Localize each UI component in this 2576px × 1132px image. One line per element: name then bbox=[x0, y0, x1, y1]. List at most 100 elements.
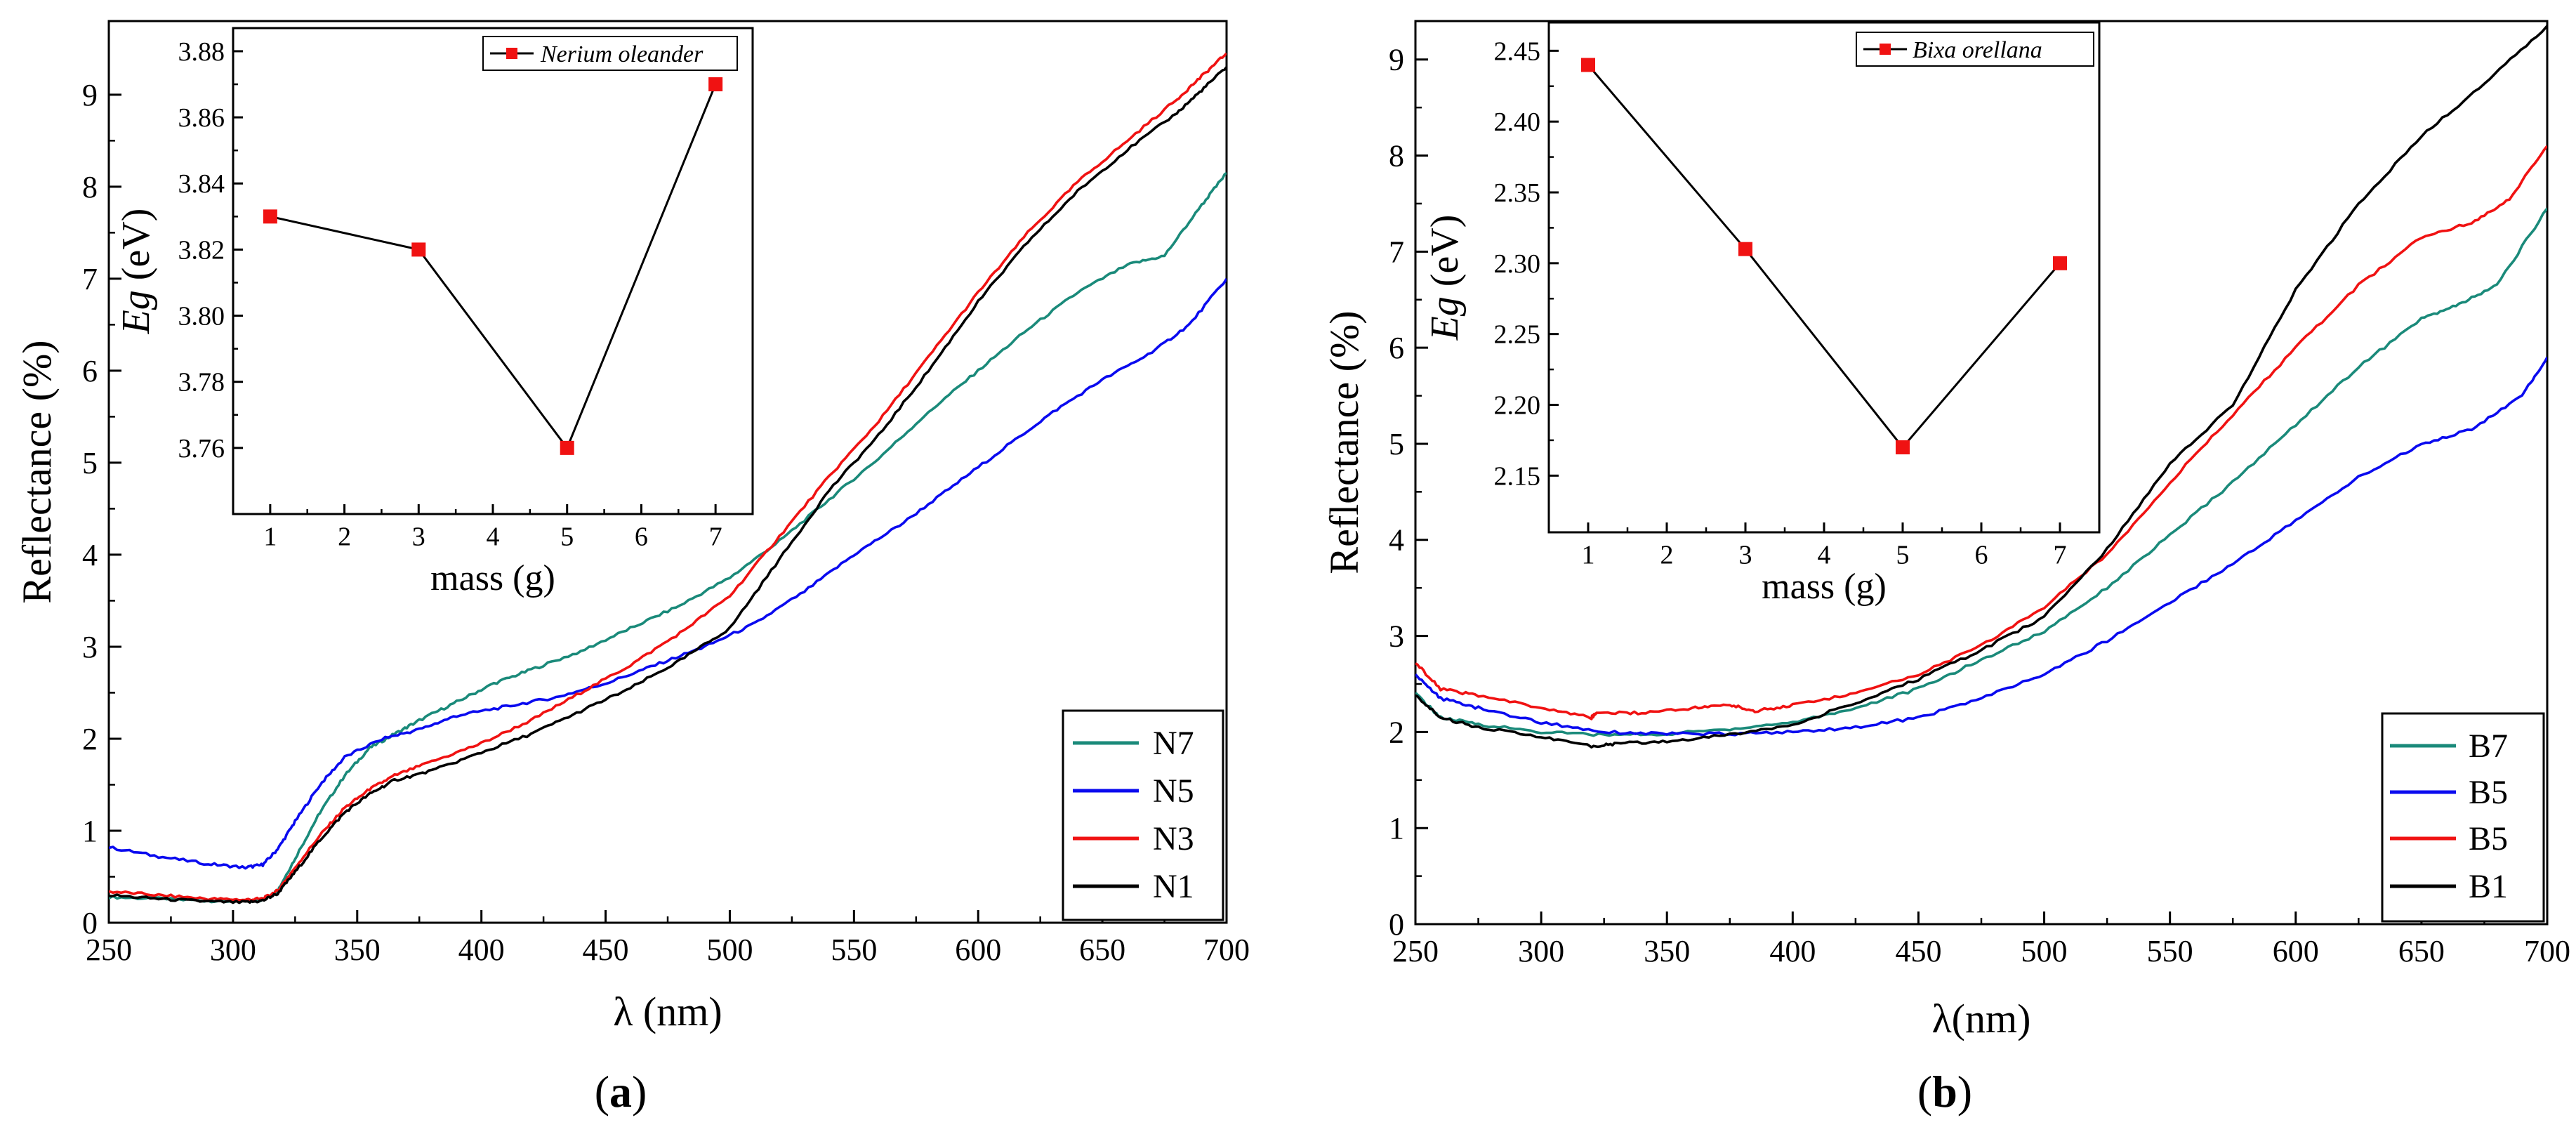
y-tick-label: 6 bbox=[82, 354, 98, 388]
y-tick-label: 2.30 bbox=[1494, 249, 1541, 279]
series-line-nerium-oleander bbox=[270, 84, 717, 449]
x-tick-label: 250 bbox=[86, 933, 132, 967]
panel-b-inset-legend: Bixa orellana bbox=[1856, 32, 2094, 67]
x-tick-label: 1 bbox=[263, 522, 277, 551]
y-tick-label: 1 bbox=[82, 814, 98, 848]
legend-n5-label: N5 bbox=[1153, 772, 1194, 810]
y-tick-label: 2 bbox=[82, 722, 98, 756]
panel-b-inset-x-axis-label: mass (g) bbox=[1762, 567, 1887, 607]
y-tick-label: 9 bbox=[82, 78, 98, 112]
data-point-marker bbox=[263, 209, 277, 224]
legend-n7-label: N7 bbox=[1153, 725, 1194, 762]
x-tick-label: 400 bbox=[1769, 934, 1816, 968]
panel-a-inset-chart: 1 2 3 4 5 6 7 3.76 3.78 3.80 3.82 3.84 3.86 3.88 mass… bbox=[114, 27, 754, 598]
panel-a-inset-y-axis-label: Eg (eV) bbox=[114, 209, 158, 335]
x-tick-label: 300 bbox=[210, 933, 256, 967]
panel-a-legend: N7 N5 N3 N1 bbox=[1062, 709, 1224, 921]
x-tick-label: 650 bbox=[2398, 934, 2445, 968]
data-point-marker bbox=[2053, 256, 2067, 270]
y-tick-label: 2.15 bbox=[1494, 461, 1541, 491]
x-tick-label: 550 bbox=[831, 933, 877, 967]
x-tick-label: 6 bbox=[635, 522, 648, 551]
panel-a-inset-legend-label: Nerium oleander bbox=[540, 41, 704, 67]
x-tick-label: 400 bbox=[458, 933, 505, 967]
x-tick-label: 600 bbox=[955, 933, 1001, 967]
panel-a-caption: (a) bbox=[595, 1067, 647, 1117]
x-tick-label: 550 bbox=[2147, 934, 2193, 968]
x-tick-label: 600 bbox=[2273, 934, 2319, 968]
y-tick-label: 6 bbox=[1389, 331, 1404, 365]
x-tick-label: 2 bbox=[338, 522, 351, 551]
y-tick-label: 3.82 bbox=[178, 235, 225, 265]
data-point-marker bbox=[1896, 440, 1910, 454]
y-tick-label: 3 bbox=[1389, 619, 1404, 654]
panel-b-legend: B7 B5 B5 B1 bbox=[2381, 712, 2545, 923]
y-tick-label: 2.20 bbox=[1494, 390, 1541, 420]
y-tick-label: 7 bbox=[1389, 235, 1404, 269]
y-tick-label: 2 bbox=[1389, 715, 1404, 749]
y-tick-label: 8 bbox=[1389, 138, 1404, 173]
legend-b5-blue-label: B5 bbox=[2469, 774, 2508, 811]
panel-a-y-axis-label: Reflectance (%) bbox=[14, 340, 60, 603]
series-line-bixa-orellana bbox=[1587, 64, 2061, 449]
panel-a-inset-x-axis-label: mass (g) bbox=[430, 558, 555, 598]
data-point-marker bbox=[708, 77, 723, 92]
x-tick-label: 500 bbox=[2021, 934, 2068, 968]
series-line-b5 bbox=[1415, 145, 2547, 720]
x-tick-label: 7 bbox=[2054, 540, 2067, 570]
y-tick-label: 4 bbox=[82, 538, 98, 572]
y-tick-label: 2.45 bbox=[1494, 37, 1541, 66]
x-tick-label: 250 bbox=[1392, 934, 1439, 968]
legend-n1-label: N1 bbox=[1153, 868, 1194, 905]
series-line-b1 bbox=[1415, 25, 2547, 749]
y-tick-label: 2.40 bbox=[1494, 107, 1541, 137]
panel-a-x-axis-label: λ (nm) bbox=[613, 989, 722, 1034]
panel-b-inset-y-axis-label: Eg (eV) bbox=[1423, 215, 1467, 341]
x-tick-label: 4 bbox=[1818, 540, 1831, 570]
data-point-marker bbox=[411, 242, 426, 257]
x-tick-label: 450 bbox=[583, 933, 629, 967]
x-tick-label: 7 bbox=[709, 522, 722, 551]
x-tick-label: 3 bbox=[1739, 540, 1752, 570]
series-line-b5 bbox=[1415, 356, 2547, 737]
x-tick-label: 3 bbox=[412, 522, 425, 551]
y-tick-label: 8 bbox=[82, 170, 98, 204]
x-tick-label: 450 bbox=[1895, 934, 1941, 968]
panel-a-inset-legend: Nerium oleander bbox=[482, 36, 738, 71]
data-point-marker bbox=[1581, 58, 1595, 72]
panel-b-chart: 250 300 350 400 450 500 550 600 650 700 0 1 2 3 4 5 6 7 8 9… bbox=[1321, 20, 2570, 1117]
y-tick-label: 9 bbox=[1389, 43, 1404, 77]
x-tick-label: 650 bbox=[1079, 933, 1125, 967]
legend-b7-label: B7 bbox=[2469, 728, 2508, 765]
x-tick-label: 1 bbox=[1582, 540, 1595, 570]
y-tick-label: 3.80 bbox=[178, 301, 225, 331]
y-tick-label: 3.76 bbox=[178, 434, 225, 463]
data-point-marker bbox=[560, 440, 574, 455]
legend-n3-label: N3 bbox=[1153, 820, 1194, 857]
y-tick-label: 4 bbox=[1389, 523, 1404, 558]
y-tick-label: 0 bbox=[1389, 907, 1404, 942]
series-line-b7 bbox=[1415, 207, 2547, 737]
y-tick-label: 5 bbox=[82, 446, 98, 480]
panel-b-inset-chart: 1 2 3 4 5 6 7 2.15 2.20 2.25 2.30 2.35 2.40 2.45 mass… bbox=[1423, 21, 2101, 607]
panel-b-y-axis-label: Reflectance (%) bbox=[1321, 310, 1367, 574]
data-point-marker bbox=[1738, 242, 1752, 256]
panel-b-inset-legend-label: Bixa orellana bbox=[1913, 37, 2042, 63]
x-tick-label: 300 bbox=[1518, 934, 1564, 968]
x-tick-label: 5 bbox=[1896, 540, 1910, 570]
legend-b5-red-label: B5 bbox=[2469, 820, 2508, 857]
x-tick-label: 350 bbox=[334, 933, 381, 967]
panel-b-x-axis-label: λ(nm) bbox=[1932, 996, 2031, 1041]
panel-a-chart: 250 300 350 400 450 500 550 600 650 700 0 1 2 3 4 5 6 7 8 9… bbox=[14, 20, 1250, 1117]
y-tick-label: 0 bbox=[82, 906, 98, 940]
legend-b1-label: B1 bbox=[2469, 868, 2508, 905]
y-tick-label: 3.86 bbox=[178, 103, 225, 133]
series-line-n1 bbox=[109, 66, 1227, 904]
x-tick-label: 4 bbox=[487, 522, 500, 551]
x-tick-label: 500 bbox=[706, 933, 753, 967]
y-tick-label: 1 bbox=[1389, 811, 1404, 845]
x-tick-label: 5 bbox=[560, 522, 574, 551]
y-tick-label: 3.88 bbox=[178, 37, 225, 67]
series-line-n3 bbox=[109, 52, 1227, 902]
